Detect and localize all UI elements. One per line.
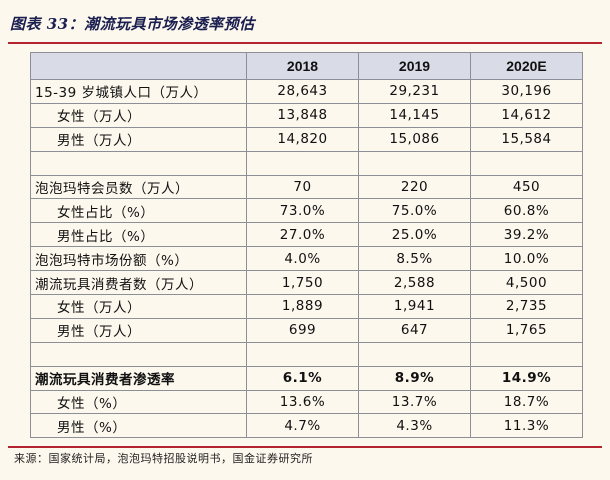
value-cell: 699	[246, 317, 359, 343]
table-row: 男性占比（%） 27.0% 25.0% 39.2%	[30, 222, 583, 248]
value-cell: 1,941	[358, 294, 471, 319]
value-cell: 450	[470, 174, 583, 200]
value-cell: 30,196	[470, 79, 583, 104]
row-label: 女性（万人）	[30, 102, 247, 128]
value-cell: 13,848	[246, 102, 359, 128]
table-row: 潮流玩具消费者渗透率 6.1% 8.9% 14.9%	[30, 365, 583, 391]
header-row: 2018 2019 2020E	[30, 52, 583, 80]
value-cell: 4,500	[470, 270, 583, 296]
row-label: 15-39 岁城镇人口（万人）	[30, 79, 247, 104]
value-cell: 75.0%	[358, 198, 471, 224]
value-cell	[470, 150, 583, 176]
value-cell: 1,750	[246, 270, 359, 296]
figure-title: 图表 33：潮流玩具市场渗透率预估	[10, 15, 255, 33]
row-label: 男性占比（%）	[30, 222, 247, 248]
table-row: 女性占比（%） 73.0% 75.0% 60.8%	[30, 198, 583, 224]
table-row: 女性（万人） 1,889 1,941 2,735	[30, 294, 583, 319]
value-cell: 2,735	[470, 294, 583, 319]
row-label: 男性（万人）	[30, 317, 247, 343]
spacer-row	[30, 150, 583, 176]
value-cell: 647	[358, 317, 471, 343]
row-label: 男性（万人）	[30, 126, 247, 152]
value-cell: 25.0%	[358, 222, 471, 248]
header-cell-2018: 2018	[246, 52, 359, 80]
row-label: 泡泡玛特市场份额（%）	[30, 246, 247, 272]
value-cell: 14,145	[358, 102, 471, 128]
data-table: 2018 2019 2020E 15-39 岁城镇人口（万人） 28,643 29,…	[30, 52, 583, 439]
value-cell: 73.0%	[246, 198, 359, 224]
value-cell: 13.6%	[246, 389, 359, 415]
value-cell: 1,765	[470, 317, 583, 343]
table-row: 男性（%） 4.7% 4.3% 11.3%	[30, 413, 583, 439]
value-cell: 8.5%	[358, 246, 471, 272]
table-row: 女性（万人） 13,848 14,145 14,612	[30, 102, 583, 128]
value-cell: 14,820	[246, 126, 359, 152]
table-row: 女性（%） 13.6% 13.7% 18.7%	[30, 389, 583, 415]
table-row: 15-39 岁城镇人口（万人） 28,643 29,231 30,196	[30, 79, 583, 104]
value-cell: 29,231	[358, 79, 471, 104]
value-cell: 70	[246, 174, 359, 200]
header-cell-label	[30, 52, 247, 80]
value-cell	[470, 341, 583, 367]
row-label: 女性（万人）	[30, 294, 247, 319]
spacer-row	[30, 341, 583, 367]
value-cell: 18.7%	[470, 389, 583, 415]
row-label	[30, 150, 247, 176]
table-row: 泡泡玛特会员数（万人） 70 220 450	[30, 174, 583, 200]
value-cell	[246, 341, 359, 367]
header-cell-2019: 2019	[358, 52, 471, 80]
value-cell: 2,588	[358, 270, 471, 296]
top-rule	[8, 42, 602, 44]
value-cell: 39.2%	[470, 222, 583, 248]
value-cell: 14.9%	[470, 365, 583, 391]
value-cell: 13.7%	[358, 389, 471, 415]
value-cell: 6.1%	[246, 365, 359, 391]
row-label: 泡泡玛特会员数（万人）	[30, 174, 247, 200]
table-row: 男性（万人） 699 647 1,765	[30, 317, 583, 343]
value-cell: 4.0%	[246, 246, 359, 272]
value-cell: 4.3%	[358, 413, 471, 439]
value-cell: 28,643	[246, 79, 359, 104]
value-cell: 1,889	[246, 294, 359, 319]
header-cell-2020e: 2020E	[470, 52, 583, 80]
value-cell	[358, 150, 471, 176]
value-cell: 15,086	[358, 126, 471, 152]
value-cell: 14,612	[470, 102, 583, 128]
row-label: 男性（%）	[30, 413, 247, 439]
value-cell: 4.7%	[246, 413, 359, 439]
table-row: 泡泡玛特市场份额（%） 4.0% 8.5% 10.0%	[30, 246, 583, 272]
value-cell: 11.3%	[470, 413, 583, 439]
row-label: 潮流玩具消费者渗透率	[30, 365, 247, 391]
row-label	[30, 341, 247, 367]
row-label: 女性占比（%）	[30, 198, 247, 224]
value-cell: 10.0%	[470, 246, 583, 272]
value-cell: 27.0%	[246, 222, 359, 248]
source-note: 来源：国家统计局，泡泡玛特招股说明书，国金证券研究所	[14, 452, 313, 465]
value-cell	[246, 150, 359, 176]
value-cell: 220	[358, 174, 471, 200]
value-cell	[358, 341, 471, 367]
value-cell: 8.9%	[358, 365, 471, 391]
row-label: 潮流玩具消费者数（万人）	[30, 270, 247, 296]
row-label: 女性（%）	[30, 389, 247, 415]
bottom-rule	[8, 446, 602, 448]
value-cell: 60.8%	[470, 198, 583, 224]
value-cell: 15,584	[470, 126, 583, 152]
table-row: 男性（万人） 14,820 15,086 15,584	[30, 126, 583, 152]
table-row: 潮流玩具消费者数（万人） 1,750 2,588 4,500	[30, 270, 583, 296]
